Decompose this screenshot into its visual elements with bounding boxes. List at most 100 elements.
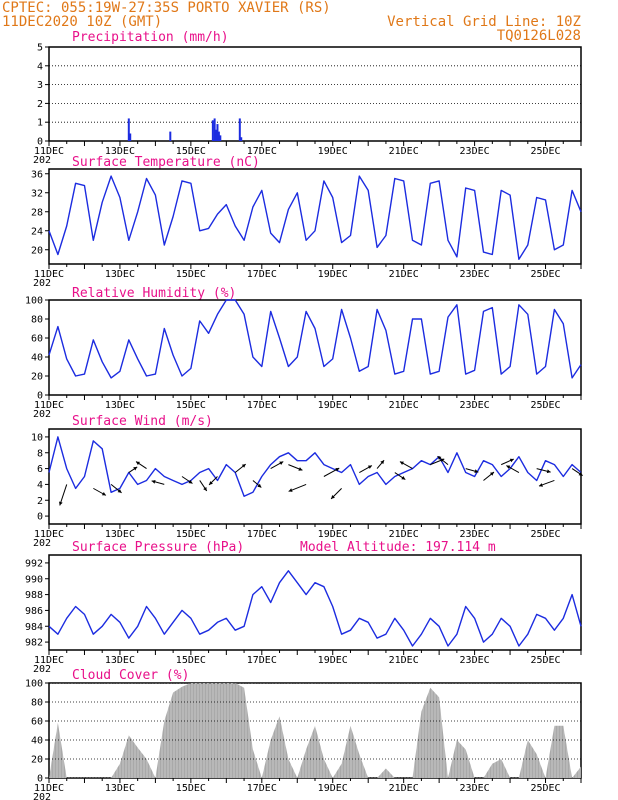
x-tick-label: 23DEC — [460, 783, 490, 794]
y-tick-label: 40 — [31, 353, 43, 364]
precip-bar — [129, 133, 132, 141]
precip-bar — [219, 135, 222, 141]
wind-arrow-head — [151, 480, 156, 484]
y-tick-label: 100 — [25, 296, 43, 307]
x-tick-label: 21DEC — [389, 655, 419, 666]
panel-title-rh: Relative Humidity (%) — [72, 286, 236, 301]
y-tick-label: 988 — [25, 590, 43, 601]
wind-arrow-head — [209, 481, 213, 485]
x-tick-label: 11DEC — [34, 655, 64, 666]
wind-arrow-head — [546, 469, 551, 474]
x-year-label: 202 — [33, 409, 51, 420]
y-tick-label: 990 — [25, 574, 43, 585]
y-tick-label: 986 — [25, 606, 43, 617]
header: CPTEC: 055:19W-27:35S PORTO XAVIER (RS) … — [2, 0, 581, 44]
wind-arrow-head — [335, 468, 340, 472]
x-year-label: 202 — [33, 155, 51, 166]
x-tick-label: 21DEC — [389, 146, 419, 157]
wind-arrow-head — [59, 501, 63, 506]
y-tick-label: 100 — [25, 679, 43, 690]
model-altitude: Model Altitude: 197.114 m — [300, 540, 496, 555]
x-year-label: 202 — [33, 664, 51, 675]
panel-title-precip: Precipitation (mm/h) — [72, 30, 229, 45]
x-tick-label: 17DEC — [247, 400, 277, 411]
x-tick-label: 25DEC — [530, 400, 560, 411]
x-year-label: 202 — [33, 538, 51, 549]
x-tick-label: 23DEC — [460, 146, 490, 157]
x-tick-label: 19DEC — [318, 529, 348, 540]
y-tick-label: 60 — [31, 334, 43, 345]
wind-series-line — [48, 436, 582, 497]
y-tick-label: 8 — [37, 448, 43, 459]
wind-arrow-head — [380, 460, 385, 465]
x-tick-label: 15DEC — [176, 655, 206, 666]
x-tick-label: 21DEC — [389, 269, 419, 280]
wind-arrow-head — [241, 464, 246, 468]
x-tick-label: 23DEC — [460, 269, 490, 280]
x-tick-label: 11DEC — [34, 529, 64, 540]
x-tick-label: 25DEC — [530, 529, 560, 540]
x-tick-label: 25DEC — [530, 146, 560, 157]
precip-bar — [240, 137, 243, 141]
y-tick-label: 80 — [31, 698, 43, 709]
y-tick-label: 40 — [31, 736, 43, 747]
y-tick-label: 982 — [25, 638, 43, 649]
precip-bar — [169, 131, 172, 141]
y-tick-label: 2 — [37, 496, 43, 507]
y-tick-label: 24 — [31, 226, 43, 237]
wind-arrow-head — [257, 483, 262, 488]
x-tick-label: 11DEC — [34, 146, 64, 157]
y-tick-label: 32 — [31, 188, 43, 199]
precip-bar — [238, 118, 241, 141]
y-tick-label: 5 — [37, 43, 43, 54]
y-tick-label: 2 — [37, 99, 43, 110]
precip-bar — [216, 124, 219, 141]
wind-arrow-head — [578, 472, 583, 476]
wind-arrow-head — [509, 458, 514, 463]
y-tick-label: 4 — [37, 480, 43, 491]
wind-arrow-head — [133, 466, 138, 471]
precip-bar — [127, 118, 130, 141]
wind-arrow-head — [490, 472, 494, 476]
precip-bar — [213, 118, 216, 141]
wind-arrow-shaft — [59, 484, 68, 506]
precip-bar — [217, 131, 220, 141]
rh-series-line — [48, 299, 582, 379]
header-code: TQ0126L028 — [497, 28, 581, 44]
x-tick-label: 13DEC — [105, 146, 135, 157]
y-tick-label: 0 — [37, 512, 43, 523]
x-tick-label: 17DEC — [247, 269, 277, 280]
x-tick-label: 11DEC — [34, 783, 64, 794]
panel-cloud: Cloud Cover (%) 0 20 40 60 80 100 11DEC 13DEC 15… — [25, 668, 582, 800]
x-tick-label: 13DEC — [105, 269, 135, 280]
wind-arrow-head — [136, 461, 140, 466]
plot-frame — [48, 168, 582, 265]
wind-arrow-head — [279, 461, 284, 465]
header-run-time: 11DEC2020 10Z (GMT) — [2, 14, 162, 30]
header-grid-note: Vertical Grid Line: 10Z — [387, 14, 581, 30]
wind-arrow-head — [288, 488, 293, 492]
y-tick-label: 4 — [37, 61, 43, 72]
x-tick-label: 21DEC — [389, 400, 419, 411]
y-tick-label: 0 — [37, 137, 43, 148]
x-tick-label: 17DEC — [247, 146, 277, 157]
y-tick-label: 20 — [31, 372, 43, 383]
y-tick-label: 0 — [37, 391, 43, 402]
x-tick-label: 23DEC — [460, 529, 490, 540]
wind-arrow-head — [474, 469, 479, 473]
plot-frame — [48, 299, 582, 396]
y-tick-label: 992 — [25, 558, 43, 569]
precip-bar — [215, 129, 218, 141]
wind-arrow-head — [437, 456, 442, 460]
x-tick-label: 15DEC — [176, 146, 206, 157]
x-tick-label: 15DEC — [176, 529, 206, 540]
y-tick-label: 3 — [37, 80, 43, 91]
x-tick-label: 13DEC — [105, 400, 135, 411]
panel-temp: Surface Temperature (nC) 20 24 28 32 36 11DEC… — [31, 155, 582, 289]
precip-bar — [211, 120, 214, 141]
x-tick-label: 17DEC — [247, 529, 277, 540]
y-tick-label: 6 — [37, 464, 43, 475]
wind-arrow-head — [188, 480, 193, 484]
x-tick-label: 23DEC — [460, 400, 490, 411]
x-tick-label: 15DEC — [176, 400, 206, 411]
